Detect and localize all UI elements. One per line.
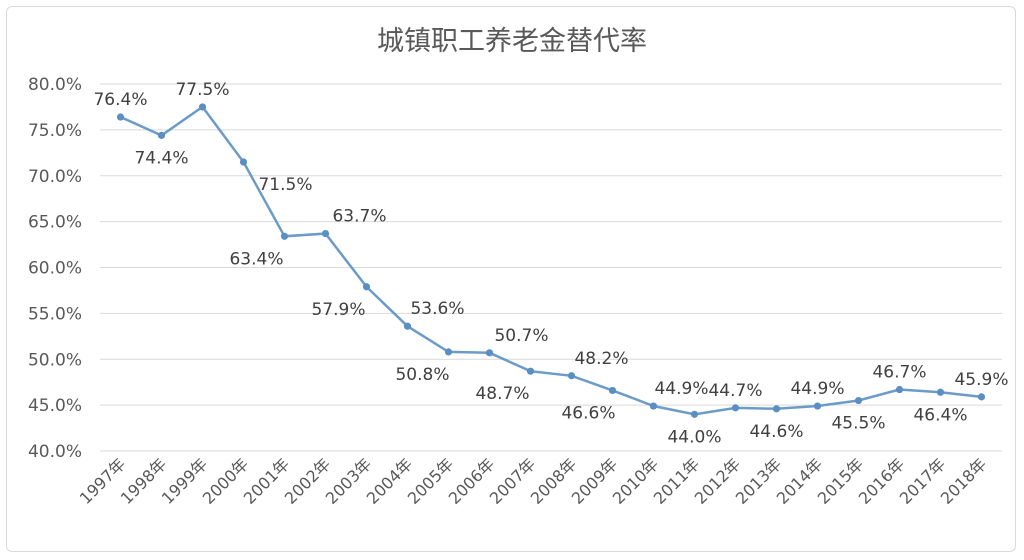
data-point (936, 388, 945, 396)
series-line (119, 105, 982, 416)
data-label: 50.8% (395, 365, 449, 385)
data-label: 46.6% (561, 403, 615, 423)
data-point (444, 348, 453, 356)
data-point (157, 131, 166, 139)
data-point (280, 232, 289, 240)
data-label: 74.4% (134, 148, 188, 168)
data-label: 46.4% (913, 405, 967, 425)
chart-frame (6, 6, 1016, 552)
y-tick-label: 40.0% (28, 442, 82, 462)
data-point (608, 386, 617, 395)
data-labels: 76.4% 74.4% 77.5% 71.5% 63.4% 63.7% 57.9% 53.6%… (93, 80, 1008, 447)
data-point (321, 229, 330, 238)
y-tick-label: 55.0% (28, 304, 82, 324)
data-label: 44.0% (667, 427, 721, 447)
data-point (649, 402, 658, 410)
data-point (567, 372, 576, 380)
y-tick-label: 70.0% (28, 167, 82, 187)
data-label: 48.7% (475, 384, 529, 404)
y-tick-label: 75.0% (28, 121, 82, 141)
data-label: 63.7% (332, 207, 386, 227)
data-label: 45.5% (831, 414, 885, 434)
y-tick-label: 65.0% (28, 213, 82, 233)
data-point (731, 404, 740, 412)
data-points (116, 103, 986, 418)
data-point (198, 103, 207, 111)
y-tick-label: 80.0% (28, 75, 82, 95)
x-tick-label: 2018年 (937, 454, 991, 508)
x-axis-ticks: 1997年1998年1999年2000年2001年2002年2003年2004年… (76, 454, 991, 508)
y-axis-ticks: 80.0% 75.0% 70.0% 65.0% 60.0% 55.0% 50.0% 45.0%… (28, 75, 82, 462)
data-label: 44.7% (708, 381, 762, 401)
data-point (362, 283, 371, 291)
data-point (854, 396, 863, 405)
data-point (116, 113, 125, 121)
data-label: 44.6% (749, 422, 803, 442)
data-label: 77.5% (175, 80, 229, 100)
data-label: 48.2% (574, 349, 628, 369)
data-label: 71.5% (258, 175, 312, 195)
data-label: 44.9% (654, 379, 708, 399)
chart-title: 城镇职工养老金替代率 (377, 26, 647, 57)
data-label: 46.7% (872, 363, 926, 383)
data-label: 53.6% (410, 299, 464, 319)
data-point (977, 393, 986, 401)
data-point (813, 402, 822, 410)
data-point (239, 158, 248, 166)
data-point (403, 322, 412, 330)
y-tick-label: 50.0% (28, 350, 82, 370)
data-point (895, 385, 904, 394)
data-label: 44.9% (790, 379, 844, 399)
gridlines (100, 83, 1002, 452)
data-point (690, 410, 699, 418)
y-tick-label: 45.0% (28, 396, 82, 416)
y-tick-label: 60.0% (28, 259, 82, 279)
data-label: 57.9% (311, 300, 365, 320)
data-point (772, 405, 781, 413)
data-label: 63.4% (229, 249, 283, 269)
data-point (526, 367, 535, 375)
data-point (485, 349, 494, 357)
data-label: 45.9% (954, 370, 1008, 390)
data-label: 50.7% (494, 326, 548, 346)
data-label: 76.4% (93, 90, 147, 110)
